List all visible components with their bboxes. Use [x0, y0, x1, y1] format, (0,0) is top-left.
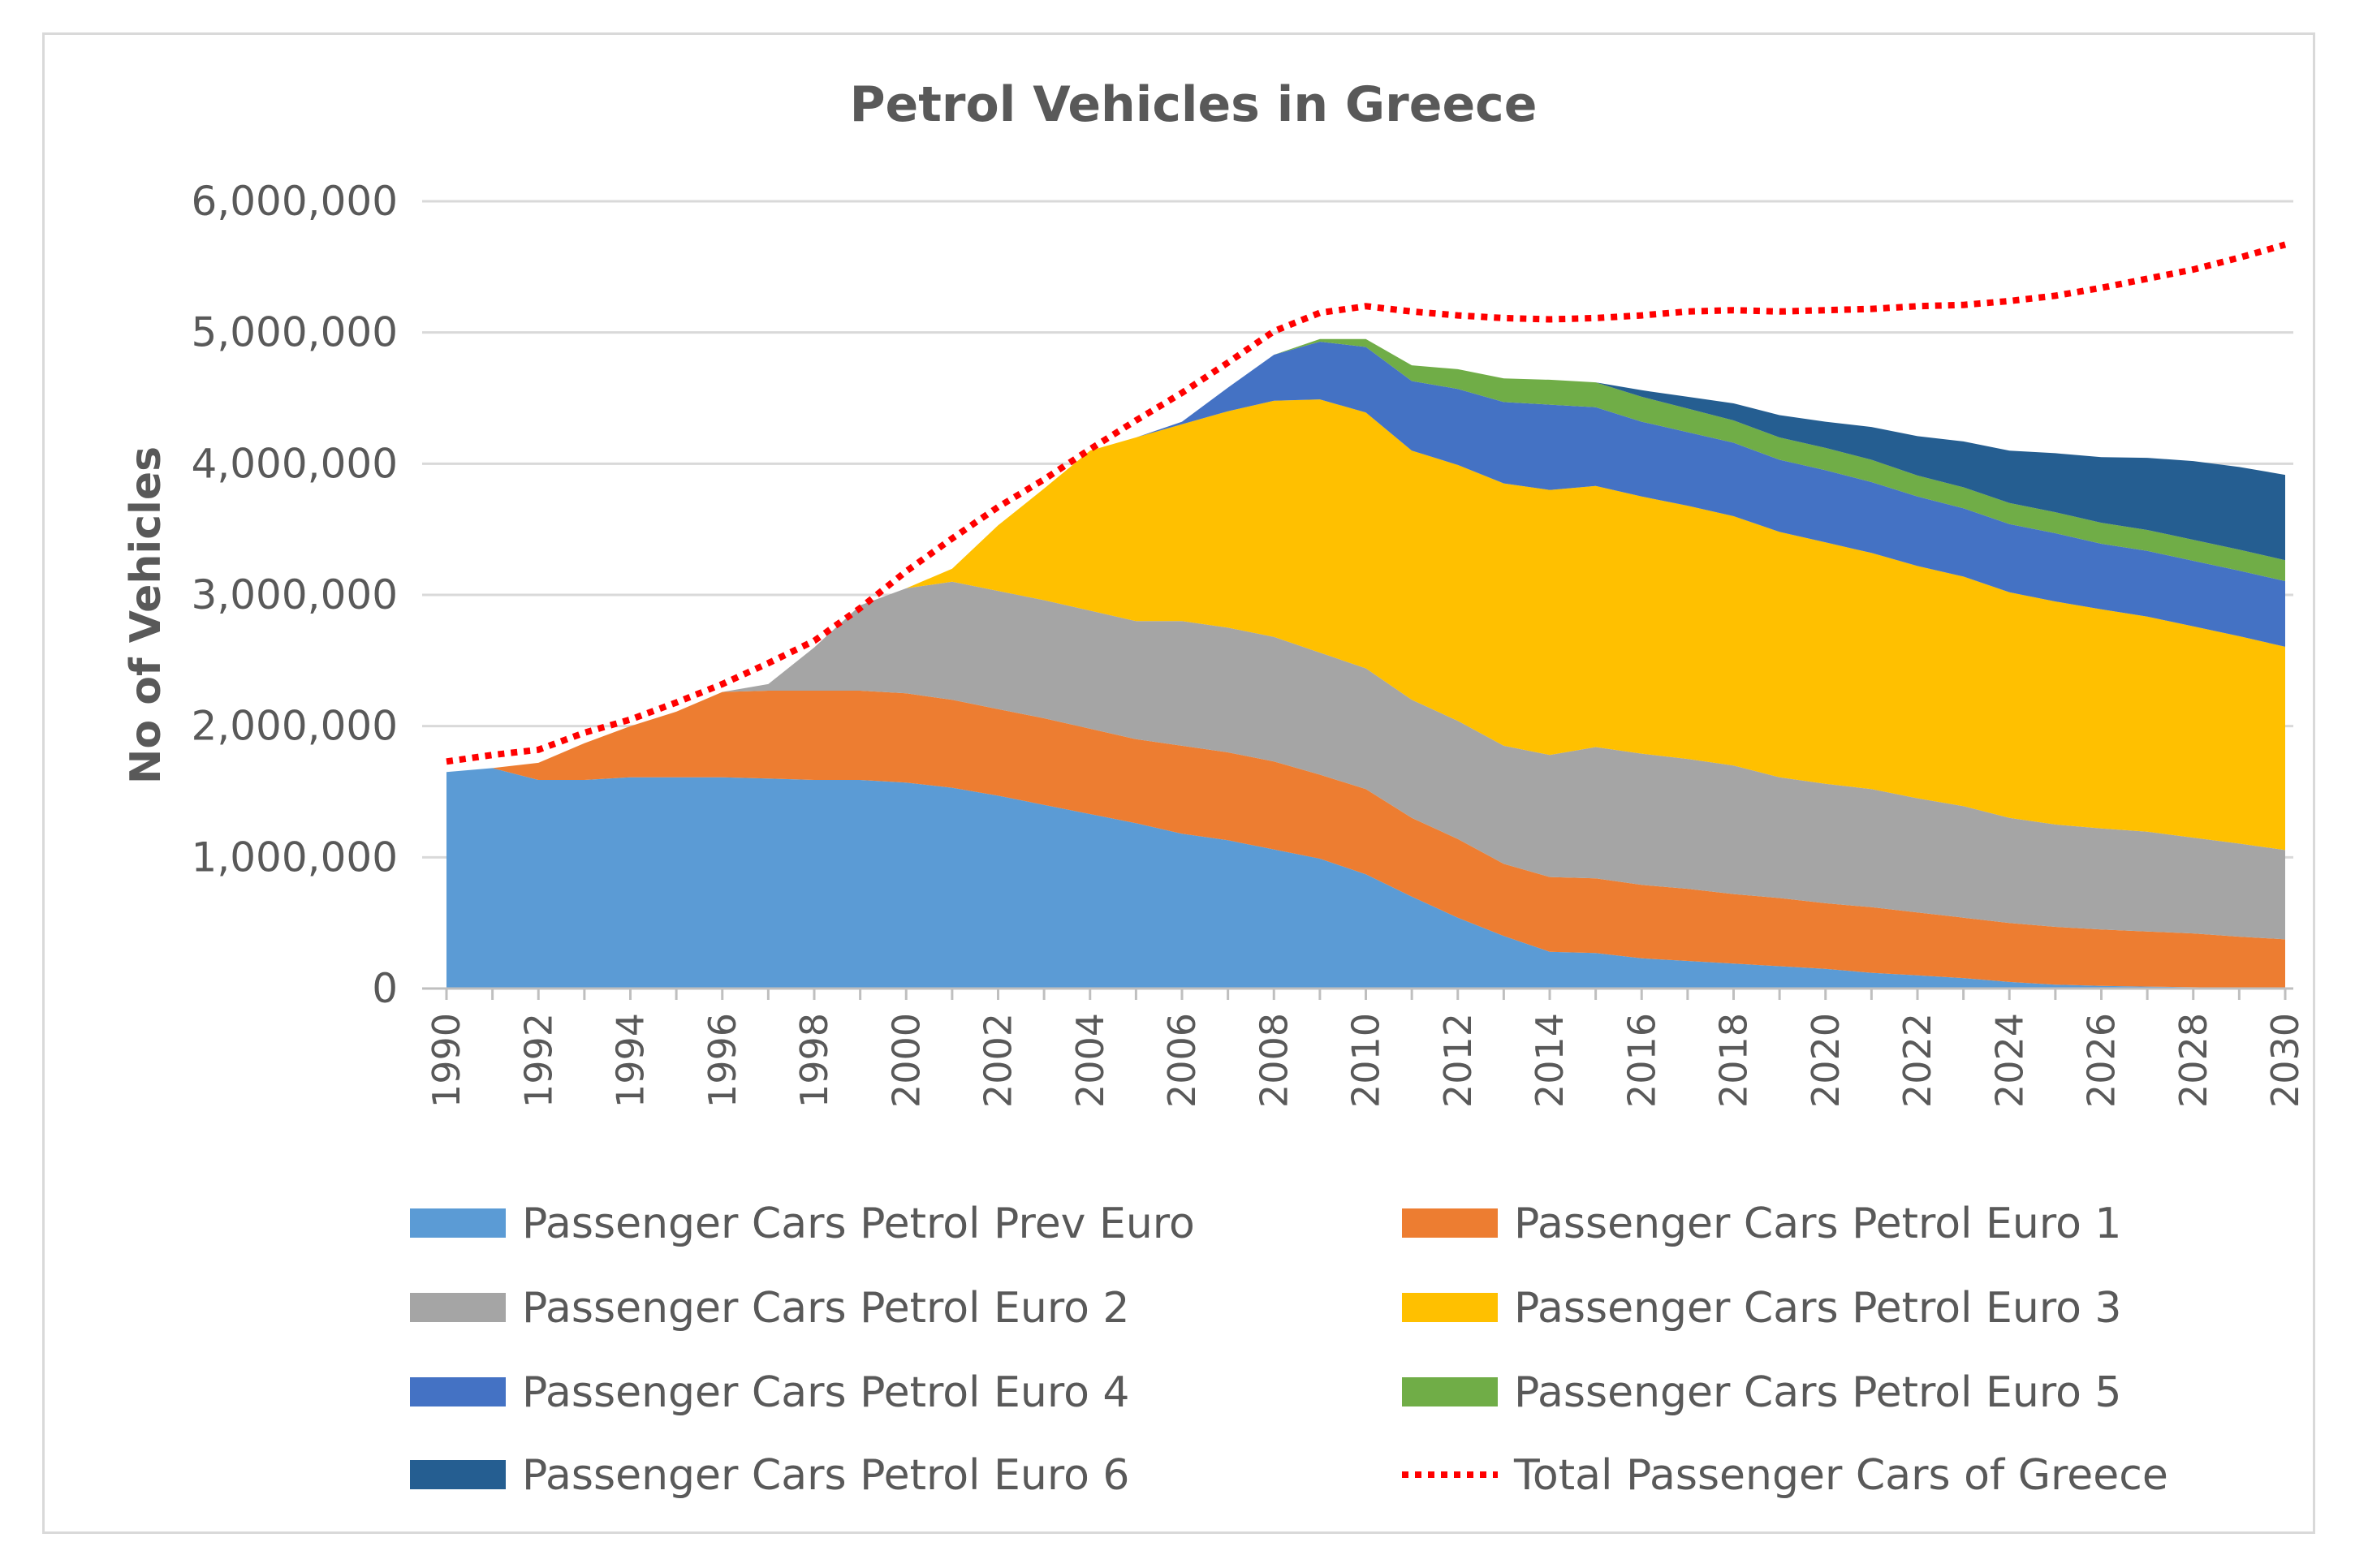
y-tick-label: 2,000,000: [192, 703, 398, 750]
x-tick-label: 2006: [1160, 1013, 1204, 1108]
legend-item: Total Passenger Cars of Greece: [1402, 1451, 2168, 1500]
x-tick-label: 2022: [1896, 1013, 1939, 1108]
legend-label: Passenger Cars Petrol Euro 6: [522, 1451, 1130, 1500]
legend-swatch: [410, 1460, 506, 1489]
y-tick-label: 4,000,000: [192, 440, 398, 487]
x-tick-label: 2012: [1436, 1013, 1480, 1108]
legend-item: Passenger Cars Petrol Euro 5: [1402, 1368, 2122, 1417]
legend-label: Passenger Cars Petrol Euro 5: [1514, 1368, 2122, 1417]
legend-swatch: [410, 1293, 506, 1322]
y-tick-label: 5,000,000: [192, 309, 398, 356]
x-tick-label: 2028: [2172, 1013, 2215, 1108]
y-tick-label: 3,000,000: [192, 571, 398, 618]
total-line: [446, 241, 2287, 765]
x-tick-label: 2010: [1344, 1013, 1388, 1108]
x-tick-label: 2018: [1712, 1013, 1756, 1108]
x-tick-label: 2004: [1068, 1013, 1112, 1108]
stacked-areas: [446, 338, 2285, 989]
y-axis-label: No of Vehicles: [122, 446, 170, 784]
legend-item: Passenger Cars Petrol Euro 4: [410, 1368, 1130, 1417]
x-tick-label: 1990: [425, 1013, 468, 1108]
legend-item: Passenger Cars Petrol Euro 2: [410, 1284, 1130, 1333]
area-series-5: [446, 342, 2285, 773]
legend-label: Passenger Cars Petrol Euro 3: [1514, 1284, 2122, 1333]
legend: Passenger Cars Petrol Prev Euro Passenger…: [410, 1200, 2168, 1500]
legend-swatch: [410, 1208, 506, 1238]
x-tick-label: 2016: [1620, 1013, 1663, 1108]
x-tick-label: 2000: [884, 1013, 928, 1108]
legend-label: Passenger Cars Petrol Prev Euro: [522, 1200, 1195, 1248]
area-series-7: [446, 338, 2285, 773]
x-tick-label: 2024: [1987, 1013, 2031, 1108]
legend-swatch: [1402, 1293, 1498, 1322]
y-axis-ticks: 0 1,000,000 2,000,000 3,000,000 4,000,000 5,0…: [192, 178, 398, 1012]
x-tick-label: 2014: [1528, 1013, 1572, 1108]
area-series-4: [446, 399, 2285, 851]
legend-label: Passenger Cars Petrol Euro 2: [522, 1284, 1130, 1333]
x-tick-label: 2026: [2080, 1013, 2124, 1108]
x-axis: [422, 987, 2293, 1000]
y-tick-label: 6,000,000: [192, 178, 398, 225]
area-series-2: [446, 691, 2285, 989]
legend-item: Passenger Cars Petrol Euro 6: [410, 1451, 1130, 1500]
legend-item: Passenger Cars Petrol Prev Euro: [410, 1200, 1195, 1248]
x-tick-label: 1992: [516, 1013, 560, 1108]
x-axis-ticks: 1990 1992 1994 1996 1998 2000 2002 2004 2006 2008…: [425, 1013, 2307, 1108]
chart-title: Petrol Vehicles in Greece: [850, 76, 1538, 133]
x-tick-label: 2030: [2263, 1013, 2307, 1108]
legend-item: Passenger Cars Petrol Euro 3: [1402, 1284, 2122, 1333]
x-tick-label: 2008: [1252, 1013, 1296, 1108]
total-line-layer: [446, 241, 2287, 765]
legend-swatch: [410, 1377, 506, 1406]
legend-item: Passenger Cars Petrol Euro 1: [1402, 1200, 2122, 1248]
x-tick-label: 2020: [1804, 1013, 1848, 1108]
chart-svg: Petrol Vehicles in Greece No of Vehicles…: [122, 76, 2307, 1500]
x-tick-label: 2002: [977, 1013, 1020, 1108]
y-tick-label: 1,000,000: [192, 834, 398, 881]
legend-label: Passenger Cars Petrol Euro 4: [522, 1368, 1130, 1417]
x-tick-label: 1996: [701, 1013, 744, 1108]
legend-swatch: [1402, 1377, 1498, 1406]
chart-frame: Petrol Vehicles in Greece No of Vehicles…: [42, 32, 2315, 1534]
legend-swatch: [1402, 1208, 1498, 1238]
x-tick-label: 1994: [609, 1013, 653, 1108]
area-series-1: [446, 768, 2285, 989]
x-tick-label: 1998: [792, 1013, 836, 1108]
area-series-3: [446, 581, 2285, 940]
legend-label: Passenger Cars Petrol Euro 1: [1514, 1200, 2122, 1248]
legend-label: Total Passenger Cars of Greece: [1513, 1451, 2168, 1500]
y-tick-label: 0: [372, 965, 398, 1012]
